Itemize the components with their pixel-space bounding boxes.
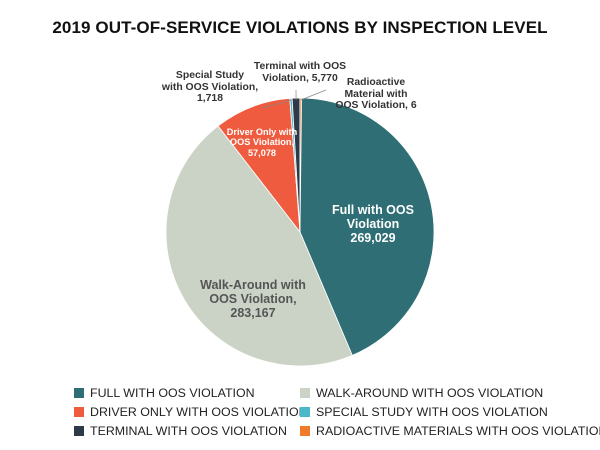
data-label-terminal-with-oos-violation: Terminal with OOS Violation, 5,770 <box>250 61 350 84</box>
data-label-radioactive-material-with-oos-violation: Radioactive Material with OOS Violation, 6 <box>326 77 426 112</box>
legend-item: TERMINAL WITH OOS VIOLATION <box>74 424 287 438</box>
data-label-line: OOS Violation, <box>209 292 297 306</box>
leader-line <box>300 89 327 101</box>
legend-swatch <box>300 426 310 436</box>
legend-swatch <box>74 388 84 398</box>
data-label-driver-only-with-oos-violation: Driver Only with OOS Violation, 57,078 <box>222 127 302 158</box>
data-label-line: 283,167 <box>230 306 276 320</box>
pie-slice-walk-around-with-oos-violation <box>165 125 353 367</box>
data-label-line: with OOS Violation, <box>161 81 259 93</box>
legend-swatch <box>74 426 84 436</box>
data-label-line: Radioactive <box>346 77 406 88</box>
data-label-line: 1,718 <box>196 93 223 105</box>
chart-title: 2019 OUT-OF-SERVICE VIOLATIONS BY INSPEC… <box>52 18 548 37</box>
legend-item: RADIOACTIVE MATERIALS WITH OOS VIOLATION <box>300 424 600 438</box>
legend-swatch <box>300 407 310 417</box>
data-label-line: Terminal with OOS <box>253 61 347 72</box>
legend-item: WALK-AROUND WITH OOS VIOLATION <box>300 386 543 400</box>
data-label-line: Violation, 5,770 <box>262 72 338 84</box>
data-label-line: Violation <box>346 217 400 231</box>
data-label-line: 269,029 <box>350 231 396 245</box>
data-label-line: OOS Violation, 6 <box>335 100 417 112</box>
data-label-line: Material with <box>344 88 408 100</box>
legend-swatch <box>74 407 84 417</box>
data-label-line: 57,078 <box>247 147 277 158</box>
legend-label: DRIVER ONLY WITH OOS VIOLATION <box>90 405 308 419</box>
data-label-line: Full with OOS <box>332 203 414 217</box>
legend-label: WALK-AROUND WITH OOS VIOLATION <box>316 386 544 400</box>
data-label-line: OOS Violation, <box>229 137 295 148</box>
pie-slice-driver-only-with-oos-violation <box>217 97 301 234</box>
legend-item: FULL WITH OOS VIOLATION <box>74 386 255 400</box>
legend-swatch <box>300 388 310 398</box>
legend-item: DRIVER ONLY WITH OOS VIOLATION <box>74 405 308 419</box>
leader-line <box>261 99 292 109</box>
legend-label: FULL WITH OOS VIOLATION <box>90 386 255 400</box>
legend-item: SPECIAL STUDY WITH OOS VIOLATION <box>300 405 548 419</box>
data-label-line: Driver Only with <box>226 127 298 137</box>
pie-slice-full-with-oos-violation <box>299 97 435 356</box>
data-label-full-with-oos-violation: Full with OOS Violation 269,029 <box>318 203 428 245</box>
pie-slice-radioactive-material-with-oos-violation <box>299 97 303 233</box>
data-label-walk-around-with-oos-violation: Walk-Around with OOS Violation, 283,167 <box>178 278 328 320</box>
data-label-line: Special Study <box>175 70 245 81</box>
data-label-line: Walk-Around with <box>200 278 306 292</box>
data-label-special-study-with-oos-violation: Special Study with OOS Violation, 1,718 <box>155 70 265 105</box>
legend-label: TERMINAL WITH OOS VIOLATION <box>90 424 287 438</box>
legend-label: SPECIAL STUDY WITH OOS VIOLATION <box>316 405 548 419</box>
legend-label: RADIOACTIVE MATERIALS WITH OOS VIOLATION <box>316 424 600 438</box>
